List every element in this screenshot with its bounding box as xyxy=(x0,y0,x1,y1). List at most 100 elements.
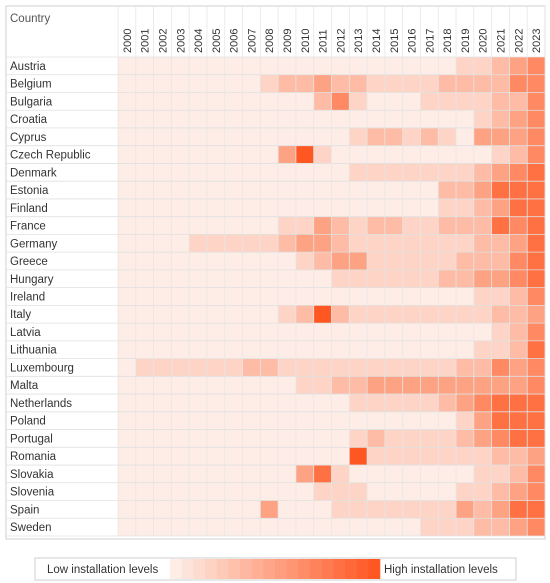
heatmap-cell xyxy=(118,482,136,501)
heatmap-cell xyxy=(189,110,207,128)
heatmap-cell xyxy=(118,92,136,111)
heatmap-cell xyxy=(206,74,225,93)
heatmap-cell xyxy=(331,287,350,306)
heatmap-cell xyxy=(331,500,350,519)
heatmap-cell xyxy=(260,234,279,253)
heatmap-cell xyxy=(206,465,225,483)
heatmap-cell xyxy=(171,163,190,182)
heatmap-cell xyxy=(313,181,332,199)
heatmap-cell xyxy=(224,74,243,93)
heatmap-cell xyxy=(473,269,492,288)
heatmap-cell xyxy=(171,323,190,341)
heatmap-cell xyxy=(171,500,190,519)
heatmap-cell xyxy=(438,358,457,377)
heatmap-cell xyxy=(456,518,474,536)
heatmap-cell xyxy=(438,269,457,288)
heatmap-cell xyxy=(171,74,190,93)
heatmap-cell xyxy=(242,181,261,199)
heatmap-cell xyxy=(313,198,332,217)
heatmap-cell xyxy=(349,198,368,217)
heatmap-cell xyxy=(313,376,332,395)
heatmap-cell xyxy=(527,340,545,359)
heatmap-cell xyxy=(527,429,545,448)
heatmap-cell xyxy=(473,287,492,306)
heatmap-cell xyxy=(509,465,528,483)
heatmap-cell xyxy=(153,252,172,270)
heatmap-cell xyxy=(349,429,368,448)
heatmap-cell xyxy=(438,145,457,164)
heatmap-cell xyxy=(260,429,279,448)
year-label: 2019 xyxy=(460,29,472,53)
heatmap-cell xyxy=(384,145,403,164)
heatmap-cell xyxy=(367,429,385,448)
heatmap-cell xyxy=(527,145,545,164)
heatmap-cell xyxy=(313,305,332,324)
heatmap-cell xyxy=(206,376,225,395)
heatmap-cell xyxy=(278,305,296,324)
year-label: 2018 xyxy=(442,29,454,53)
heatmap-cell xyxy=(313,447,332,466)
heatmap-cell xyxy=(206,411,225,430)
heatmap-cell xyxy=(367,518,385,536)
heatmap-cell xyxy=(384,340,403,359)
heatmap-cell xyxy=(295,269,314,288)
heatmap-cell xyxy=(171,358,190,377)
heatmap-cell xyxy=(295,376,314,395)
heatmap-cell xyxy=(367,181,385,199)
heatmap-cell xyxy=(527,234,545,253)
heatmap-cell xyxy=(349,57,368,75)
heatmap-cell xyxy=(118,500,136,519)
heatmap-cell xyxy=(189,358,207,377)
heatmap-cell xyxy=(260,145,279,164)
heatmap-cell xyxy=(349,394,368,412)
heatmap-cell xyxy=(384,518,403,536)
heatmap-cell xyxy=(402,234,421,253)
heatmap-cell xyxy=(295,465,314,483)
heatmap-cell xyxy=(456,110,474,128)
heatmap-cell xyxy=(189,340,207,359)
heatmap-cell xyxy=(189,482,207,501)
heatmap-cell xyxy=(295,340,314,359)
heatmap-cell xyxy=(349,358,368,377)
heatmap-cell xyxy=(349,110,368,128)
legend-swatch xyxy=(228,559,241,579)
heatmap-cell xyxy=(420,376,439,395)
heatmap-cell xyxy=(189,518,207,536)
year-label: 2012 xyxy=(335,29,347,53)
heatmap-cell xyxy=(171,429,190,448)
heatmap-cell xyxy=(402,376,421,395)
heatmap-cell xyxy=(349,269,368,288)
heatmap-cell xyxy=(171,269,190,288)
heatmap-cell xyxy=(118,234,136,253)
heatmap-cell xyxy=(260,518,279,536)
heatmap-cell xyxy=(438,181,457,199)
heatmap-cell xyxy=(153,500,172,519)
year-label: 2004 xyxy=(193,29,205,53)
heatmap-cell xyxy=(135,287,154,306)
heatmap-cell xyxy=(438,252,457,270)
heatmap-cell xyxy=(384,447,403,466)
heatmap-cell xyxy=(295,127,314,146)
heatmap-cell xyxy=(349,287,368,306)
heatmap-cell xyxy=(135,376,154,395)
heatmap-cell xyxy=(438,92,457,111)
legend-swatch xyxy=(368,559,381,579)
heatmap-cell xyxy=(491,92,510,111)
heatmap-cell xyxy=(456,305,474,324)
heatmap-cell xyxy=(349,216,368,235)
heatmap-cell xyxy=(367,127,385,146)
year-labels: 2000 2001 2002 2003 2004 2005 2006 2007 2008 2009… xyxy=(122,29,543,53)
heatmap-cell xyxy=(349,323,368,341)
heatmap-cell xyxy=(367,110,385,128)
heatmap-cell xyxy=(402,340,421,359)
heatmap-cell xyxy=(491,269,510,288)
heatmap-cell xyxy=(367,340,385,359)
heatmap-cell xyxy=(224,376,243,395)
heatmap-cell xyxy=(206,323,225,341)
heatmap-cell xyxy=(349,163,368,182)
country-label: Czech Republic xyxy=(10,150,91,162)
heatmap-cell xyxy=(189,411,207,430)
heatmap-cell xyxy=(491,465,510,483)
heatmap-cell xyxy=(153,340,172,359)
heatmap-cell xyxy=(206,127,225,146)
